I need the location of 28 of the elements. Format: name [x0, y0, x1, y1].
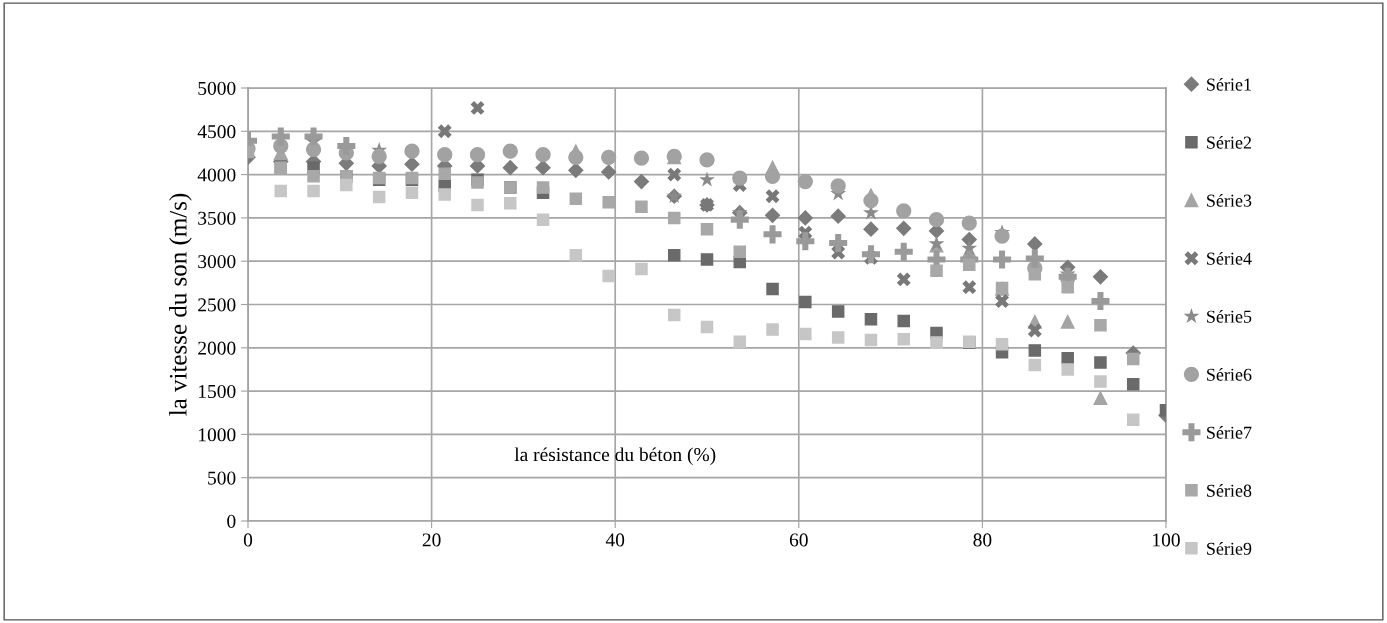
x-tick-label: 40 [605, 533, 625, 547]
legend-label: Série3 [1207, 194, 1252, 207]
x-tick-label: 80 [973, 533, 992, 547]
y-tick-label: 4500 [197, 125, 236, 139]
y-tick-label: 3500 [198, 211, 236, 225]
y-tick-label: 4000 [197, 168, 236, 182]
y-tick-label: 1000 [199, 428, 236, 442]
legend-label: Série9 [1207, 542, 1252, 555]
y-tick-label: 500 [208, 471, 236, 485]
legend-label: Série5 [1207, 310, 1252, 323]
y-tick-label: 5000 [198, 81, 236, 95]
legend-label: Série2 [1207, 136, 1251, 149]
y-tick-label: 2500 [198, 298, 236, 312]
y-axis-title: la vitesse du son (m/s) [169, 193, 192, 416]
legend-label: Série4 [1207, 252, 1252, 265]
x-tick-label: 100 [1153, 533, 1180, 547]
y-tick-label: 0 [227, 514, 236, 528]
legend-label: Série7 [1207, 426, 1252, 439]
legend-label: Série8 [1207, 484, 1252, 497]
x-tick-label: 20 [422, 533, 441, 547]
legend-label: Série1 [1207, 77, 1251, 91]
y-tick-label: 3000 [198, 255, 236, 269]
x-tick-label: 0 [243, 533, 253, 547]
y-tick-label: 1500 [199, 384, 236, 399]
x-tick-label: 60 [789, 533, 808, 547]
x-axis-title: la résistance du béton (%) [514, 447, 716, 466]
y-tick-label: 2000 [198, 341, 236, 355]
legend-label: Série6 [1207, 368, 1252, 381]
